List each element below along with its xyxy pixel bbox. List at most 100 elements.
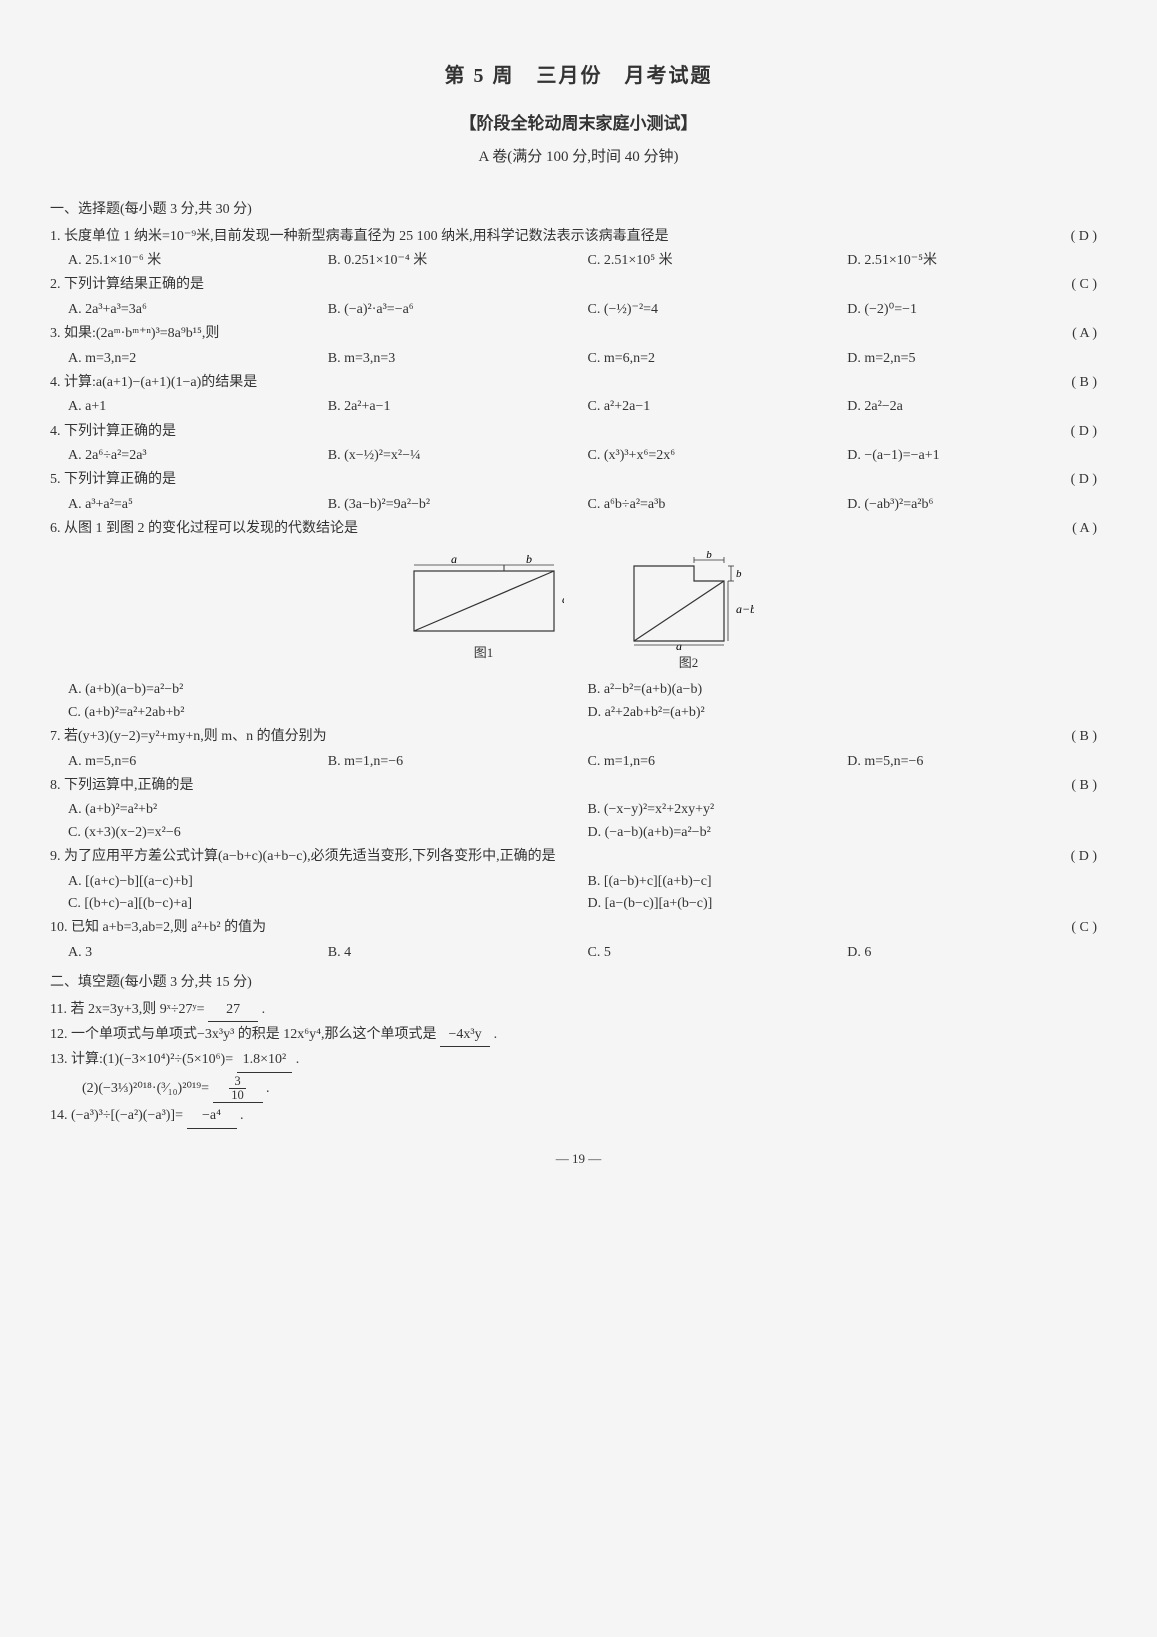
question-answer: ( D )	[1051, 846, 1107, 868]
question-stem: 3. 如果:(2aᵐ·bᵐ⁺ⁿ)³=8a⁹b¹⁵,则	[50, 323, 1052, 345]
question-answer: ( C )	[1051, 274, 1107, 296]
question-stem: 10. 已知 a+b=3,ab=2,则 a²+b² 的值为	[50, 917, 1051, 939]
q12-post: .	[494, 1027, 498, 1042]
mc-question: 10. 已知 a+b=3,ab=2,则 a²+b² 的值为( C ) A. 3B.…	[50, 917, 1107, 964]
paper-info: A 卷(满分 100 分,时间 40 分钟)	[50, 145, 1107, 169]
option: D. a²+2ab+b²=(a+b)²	[588, 702, 1108, 724]
option: D. m=2,n=5	[847, 348, 1107, 370]
main-title: 第 5 周 三月份 月考试题	[50, 60, 1107, 92]
mc-question: 5. 下列计算正确的是( D ) A. a³+a²=a⁵B. (3a−b)²=9a…	[50, 469, 1107, 516]
fill-q14: 14. (−a³)³÷[(−a²)(−a³)]= −a⁴ .	[50, 1105, 1107, 1128]
option: A. m=3,n=2	[68, 348, 328, 370]
question-stem: 4. 下列计算正确的是	[50, 421, 1051, 443]
q13a-post: .	[296, 1052, 300, 1067]
option: B. m=3,n=3	[328, 348, 588, 370]
options-row: A. m=5,n=6B. m=1,n=−6C. m=1,n=6D. m=5,n=…	[50, 751, 1107, 773]
q12-blank: −4x³y	[440, 1024, 490, 1047]
option: B. (3a−b)²=9a²−b²	[328, 494, 588, 516]
option: B. m=1,n=−6	[328, 751, 588, 773]
svg-text:b: b	[706, 551, 712, 561]
svg-text:b: b	[736, 568, 742, 580]
option: C. (x³)³+x⁶=2x⁶	[588, 445, 848, 467]
option: B. a²−b²=(a+b)(a−b)	[588, 679, 1108, 701]
option: A. 25.1×10⁻⁶ 米	[68, 250, 328, 272]
option: D. (−ab³)²=a²b⁶	[847, 494, 1107, 516]
question-answer: ( D )	[1051, 421, 1107, 443]
option: A. a+1	[68, 396, 328, 418]
options-row: A. m=3,n=2B. m=3,n=3C. m=6,n=2D. m=2,n=5	[50, 348, 1107, 370]
options-row: A. (a+b)(a−b)=a²−b²B. a²−b²=(a+b)(a−b)C.…	[50, 679, 1107, 724]
question-stem: 5. 下列计算正确的是	[50, 469, 1051, 491]
q13a-pre: 13. 计算:(1)(−3×10⁴)²÷(5×10⁶)=	[50, 1052, 233, 1067]
question-answer: ( B )	[1051, 775, 1107, 797]
mc-question: 6. 从图 1 到图 2 的变化过程可以发现的代数结论是( A ) a b a−…	[50, 518, 1107, 724]
mc-question: 4. 计算:a(a+1)−(a+1)(1−a)的结果是( B ) A. a+1B.…	[50, 372, 1107, 419]
q11-post: .	[262, 1002, 266, 1017]
option: B. (−a)²·a³=−a⁶	[328, 299, 588, 321]
q12-pre: 12. 一个单项式与单项式−3x³y³ 的积是 12x⁶y⁴,那么这个单项式是	[50, 1027, 437, 1042]
option: D. m=5,n=−6	[847, 751, 1107, 773]
mc-question: 4. 下列计算正确的是( D )A. 2a⁶÷a²=2a³B. (x−½)²=x…	[50, 421, 1107, 468]
options-row: A. a³+a²=a⁵B. (3a−b)²=9a²−b²C. a⁶b÷a²=a³…	[50, 494, 1107, 516]
question-stem: 1. 长度单位 1 纳米=10⁻⁹米,目前发现一种新型病毒直径为 25 100 …	[50, 226, 1051, 248]
mc-question: 8. 下列运算中,正确的是( B )A. (a+b)²=a²+b²B. (−x−…	[50, 775, 1107, 844]
mc-question: 2. 下列计算结果正确的是( C )A. 2a³+a³=3a⁶B. (−a)²·…	[50, 274, 1107, 321]
option: A. [(a+c)−b][(a−c)+b]	[68, 871, 588, 893]
option: C. (a+b)²=a²+2ab+b²	[68, 702, 588, 724]
option: C. 2.51×10⁵ 米	[588, 250, 848, 272]
figure-1: a b a−b 图1	[404, 551, 564, 674]
q11-blank: 27	[208, 999, 258, 1022]
mc-question: 7. 若(y+3)(y−2)=y²+my+n,则 m、n 的值分别为( B )A…	[50, 726, 1107, 773]
q14-blank: −a⁴	[187, 1105, 237, 1128]
question-answer: ( C )	[1051, 917, 1107, 939]
fill-q12: 12. 一个单项式与单项式−3x³y³ 的积是 12x⁶y⁴,那么这个单项式是 …	[50, 1024, 1107, 1047]
option: C. a²+2a−1	[588, 396, 848, 418]
q13b-den: 10	[229, 1089, 246, 1102]
q13a-blank: 1.8×10²	[237, 1049, 293, 1072]
q14-post: .	[240, 1108, 244, 1123]
options-row: A. [(a+c)−b][(a−c)+b]B. [(a−b)+c][(a+b)−…	[50, 871, 1107, 916]
option: D. [a−(b−c)][a+(b−c)]	[588, 893, 1108, 915]
option: B. 4	[328, 942, 588, 964]
option: C. m=1,n=6	[588, 751, 848, 773]
mc-question: 1. 长度单位 1 纳米=10⁻⁹米,目前发现一种新型病毒直径为 25 100 …	[50, 226, 1107, 273]
mc-question: 3. 如果:(2aᵐ·bᵐ⁺ⁿ)³=8a⁹b¹⁵,则( A )A. m=3,n=…	[50, 323, 1107, 370]
option: A. 2a³+a³=3a⁶	[68, 299, 328, 321]
question-stem: 4. 计算:a(a+1)−(a+1)(1−a)的结果是	[50, 372, 1051, 394]
options-row: A. 2a⁶÷a²=2a³B. (x−½)²=x²−¼C. (x³)³+x⁶=2…	[50, 445, 1107, 467]
mc-question: 9. 为了应用平方差公式计算(a−b+c)(a+b−c),必须先适当变形,下列各…	[50, 846, 1107, 915]
option: A. 3	[68, 942, 328, 964]
question-answer: ( B )	[1051, 726, 1107, 748]
question-stem: 6. 从图 1 到图 2 的变化过程可以发现的代数结论是	[50, 518, 1052, 540]
option: C. m=6,n=2	[588, 348, 848, 370]
question-stem: 8. 下列运算中,正确的是	[50, 775, 1051, 797]
fig1-label: 图1	[404, 643, 564, 664]
option: B. [(a−b)+c][(a+b)−c]	[588, 871, 1108, 893]
option: B. 2a²+a−1	[328, 396, 588, 418]
q14-pre: 14. (−a³)³÷[(−a²)(−a³)]=	[50, 1108, 183, 1123]
question-answer: ( D )	[1051, 226, 1107, 248]
q11-pre: 11. 若 2x=3y+3,则 9ˣ÷27ʸ=	[50, 1002, 205, 1017]
options-row: A. (a+b)²=a²+b²B. (−x−y)²=x²+2xy+y²C. (x…	[50, 799, 1107, 844]
option: D. (−2)⁰=−1	[847, 299, 1107, 321]
option: C. 5	[588, 942, 848, 964]
option: A. (a+b)(a−b)=a²−b²	[68, 679, 588, 701]
fill-q13a: 13. 计算:(1)(−3×10⁴)²÷(5×10⁶)= 1.8×10² .	[50, 1049, 1107, 1072]
options-row: A. 25.1×10⁻⁶ 米B. 0.251×10⁻⁴ 米C. 2.51×10⁵…	[50, 250, 1107, 272]
question-answer: ( B )	[1051, 372, 1107, 394]
section2-header: 二、填空题(每小题 3 分,共 15 分)	[50, 972, 1107, 994]
svg-text:a−b: a−b	[736, 602, 754, 616]
options-row: A. 3B. 4C. 5D. 6	[50, 942, 1107, 964]
option: A. a³+a²=a⁵	[68, 494, 328, 516]
page-number: — 19 —	[50, 1149, 1107, 1170]
option: A. m=5,n=6	[68, 751, 328, 773]
option: B. (x−½)²=x²−¼	[328, 445, 588, 467]
q13b-blank: 310	[213, 1075, 263, 1103]
sub-title: 【阶段全轮动周末家庭小测试】	[50, 110, 1107, 137]
question-answer: ( D )	[1051, 469, 1107, 491]
q13b-post: .	[266, 1081, 270, 1096]
options-row: A. 2a³+a³=3a⁶B. (−a)²·a³=−a⁶C. (−½)⁻²=4D…	[50, 299, 1107, 321]
fig2-label: 图2	[624, 653, 754, 674]
fill-q11: 11. 若 2x=3y+3,则 9ˣ÷27ʸ= 27 .	[50, 999, 1107, 1022]
option: C. (x+3)(x−2)=x²−6	[68, 822, 588, 844]
